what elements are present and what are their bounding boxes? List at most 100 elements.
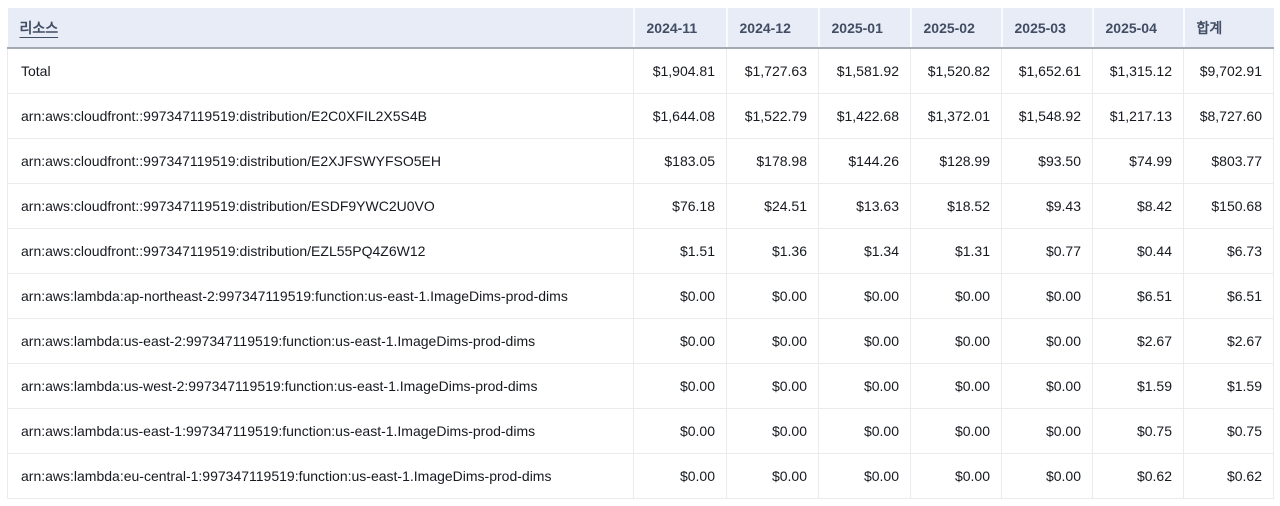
month-value-cell: $1.34 [818,228,911,274]
total-column-header-label: 합계 [1196,19,1223,36]
month-value-cell: $1,217.13 [1092,93,1184,139]
month-value-cell: $144.26 [818,138,911,184]
resource-cell: Total [7,48,634,94]
total-value-cell: $150.68 [1183,183,1274,229]
month-value-cell: $0.00 [633,363,727,409]
total-value-cell: $0.75 [1183,408,1274,454]
month-value-cell: $0.00 [910,408,1002,454]
table-row: arn:aws:lambda:ap-northeast-2:9973471195… [7,273,1274,319]
table-row: arn:aws:lambda:us-west-2:997347119519:fu… [7,363,1274,409]
month-value-cell: $24.51 [726,183,819,229]
month-column-header-label: 2025-04 [1105,19,1157,36]
month-value-cell: $178.98 [726,138,819,184]
month-value-cell: $0.00 [818,453,911,499]
header-row: 리소스 2024-11 2024-12 2025-01 2025-02 2025-03 2… [7,8,1274,49]
month-value-cell: $0.00 [726,273,819,319]
month-value-cell: $1,315.12 [1092,48,1184,94]
resource-cell: arn:aws:lambda:us-west-2:997347119519:fu… [7,363,634,409]
month-value-cell: $1,548.92 [1001,93,1093,139]
month-value-cell: $0.00 [818,408,911,454]
month-value-cell: $9.43 [1001,183,1093,229]
total-value-cell: $0.62 [1183,453,1274,499]
month-column-header[interactable]: 2025-01 [817,8,911,49]
resource-column-header[interactable]: 리소스 [7,8,634,49]
resource-cell: arn:aws:lambda:us-east-2:997347119519:fu… [7,318,634,364]
table-row: arn:aws:cloudfront::997347119519:distrib… [7,138,1274,184]
total-value-cell: $8,727.60 [1183,93,1274,139]
month-value-cell: $0.00 [726,453,819,499]
total-value-cell: $803.77 [1183,138,1274,184]
table-body: Total $1,904.81 $1,727.63 $1,581.92 $1,520.8… [7,48,1274,499]
month-value-cell: $2.67 [1092,318,1184,364]
month-value-cell: $128.99 [910,138,1002,184]
month-column-header[interactable]: 2024-11 [632,8,727,49]
total-value-cell: $6.51 [1183,273,1274,319]
month-value-cell: $0.00 [818,273,911,319]
month-value-cell: $0.00 [910,453,1002,499]
resource-cell: arn:aws:cloudfront::997347119519:distrib… [7,138,634,184]
table-row: arn:aws:lambda:us-east-2:997347119519:fu… [7,318,1274,364]
month-value-cell: $13.63 [818,183,911,229]
month-value-cell: $0.00 [910,363,1002,409]
month-column-header[interactable]: 2025-04 [1091,8,1184,49]
month-value-cell: $1.31 [910,228,1002,274]
month-value-cell: $183.05 [633,138,727,184]
month-value-cell: $0.62 [1092,453,1184,499]
month-value-cell: $1.36 [726,228,819,274]
resource-cell: arn:aws:cloudfront::997347119519:distrib… [7,93,634,139]
month-value-cell: $0.00 [726,318,819,364]
month-column-header-label: 2025-01 [831,19,883,36]
month-value-cell: $6.51 [1092,273,1184,319]
month-value-cell: $0.00 [1001,273,1093,319]
month-value-cell: $1,581.92 [818,48,911,94]
resource-cell: arn:aws:cloudfront::997347119519:distrib… [7,228,634,274]
table-row: arn:aws:lambda:us-east-1:997347119519:fu… [7,408,1274,454]
month-value-cell: $0.00 [910,318,1002,364]
month-value-cell: $0.00 [910,273,1002,319]
month-value-cell: $0.00 [633,318,727,364]
total-value-cell: $6.73 [1183,228,1274,274]
month-value-cell: $0.00 [726,363,819,409]
month-value-cell: $1,652.61 [1001,48,1093,94]
month-value-cell: $0.77 [1001,228,1093,274]
month-column-header[interactable]: 2025-03 [1000,8,1093,49]
table-row: arn:aws:cloudfront::997347119519:distrib… [7,228,1274,274]
month-value-cell: $1,727.63 [726,48,819,94]
month-value-cell: $0.00 [1001,453,1093,499]
month-value-cell: $0.00 [818,318,911,364]
month-column-header-label: 2024-12 [739,19,791,36]
month-value-cell: $1.51 [633,228,727,274]
month-value-cell: $93.50 [1001,138,1093,184]
total-value-cell: $2.67 [1183,318,1274,364]
resource-cell: arn:aws:lambda:ap-northeast-2:9973471195… [7,273,634,319]
month-column-header[interactable]: 2024-12 [725,8,819,49]
month-column-header-label: 2025-02 [923,19,975,36]
resource-cell: arn:aws:lambda:us-east-1:997347119519:fu… [7,408,634,454]
month-value-cell: $0.00 [633,273,727,319]
month-value-cell: $74.99 [1092,138,1184,184]
resource-cell: arn:aws:cloudfront::997347119519:distrib… [7,183,634,229]
month-column-header-label: 2025-03 [1014,19,1066,36]
month-value-cell: $0.00 [1001,408,1093,454]
month-column-header[interactable]: 2025-02 [909,8,1002,49]
month-value-cell: $1,372.01 [910,93,1002,139]
month-value-cell: $18.52 [910,183,1002,229]
month-value-cell: $1.59 [1092,363,1184,409]
resource-cell: arn:aws:lambda:eu-central-1:997347119519… [7,453,634,499]
month-value-cell: $76.18 [633,183,727,229]
month-column-header-label: 2024-11 [646,19,698,36]
table-row: arn:aws:lambda:eu-central-1:997347119519… [7,453,1274,499]
month-value-cell: $0.00 [1001,363,1093,409]
month-value-cell: $1,644.08 [633,93,727,139]
table-row: arn:aws:cloudfront::997347119519:distrib… [7,93,1274,139]
total-column-header[interactable]: 합계 [1182,8,1274,49]
cost-by-resource-table: 리소스 2024-11 2024-12 2025-01 2025-02 2025-03 2… [7,8,1274,499]
month-value-cell: $0.00 [633,408,727,454]
table-row: arn:aws:cloudfront::997347119519:distrib… [7,183,1274,229]
month-value-cell: $1,520.82 [910,48,1002,94]
month-value-cell: $0.44 [1092,228,1184,274]
month-value-cell: $0.00 [818,363,911,409]
month-value-cell: $0.00 [633,453,727,499]
resource-column-header-label: 리소스 [19,19,59,36]
